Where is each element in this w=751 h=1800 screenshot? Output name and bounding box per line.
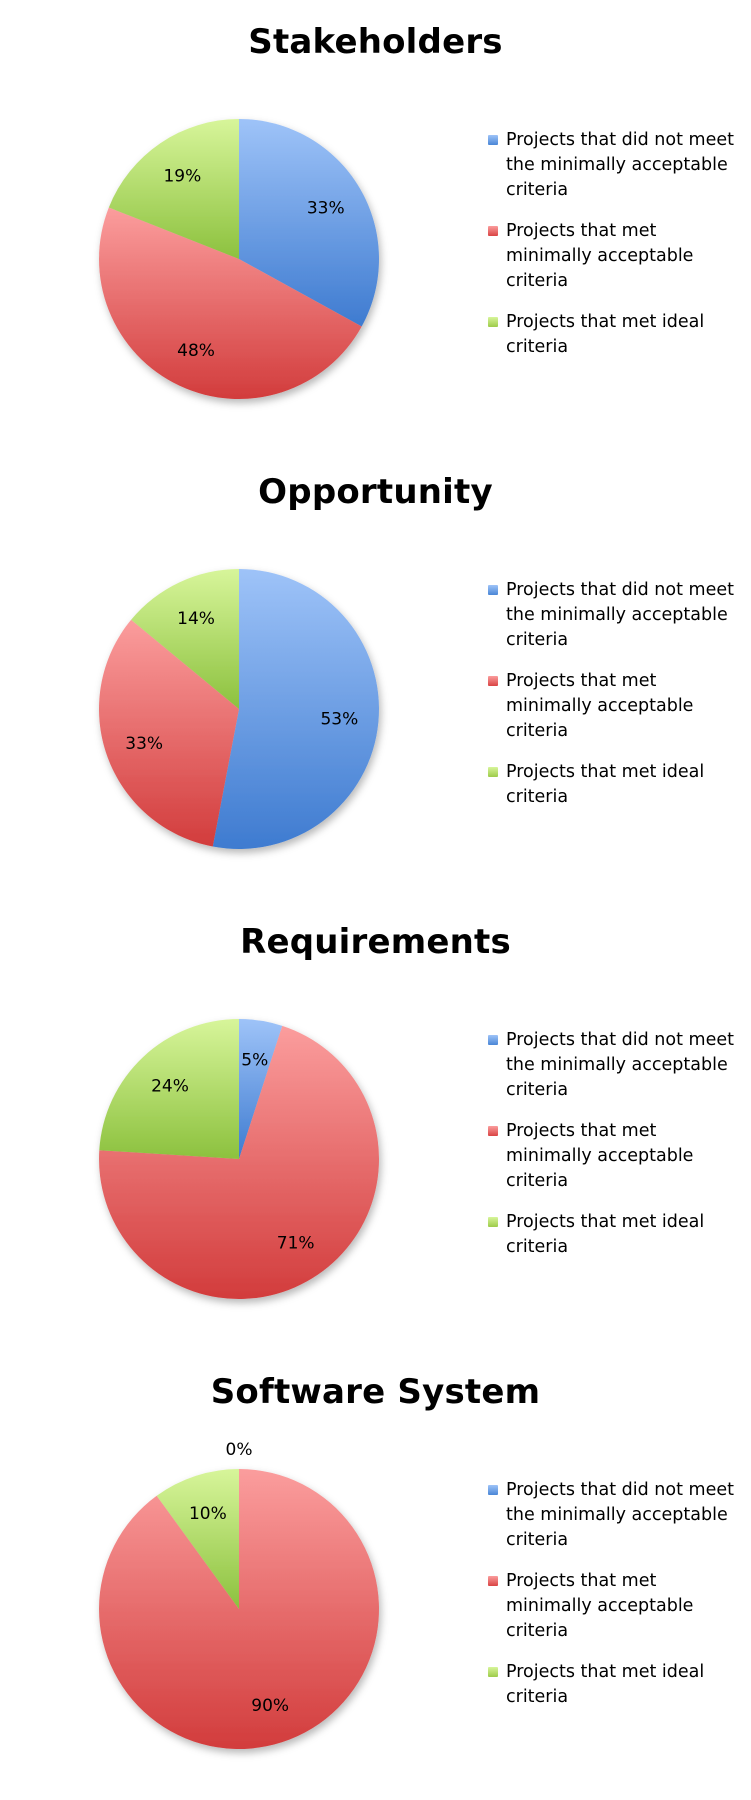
chart-title: Opportunity [258, 472, 493, 512]
pie-slice-projects-that-met-minimally-acceptable-criteria [99, 1025, 380, 1299]
legend-item: Projects that met ideal criteria [488, 1660, 738, 1710]
slice-label: 71% [277, 1233, 315, 1253]
slice-label: 24% [151, 1077, 189, 1097]
chart-requirements: Requirements 5% 71% 24% Projects that did no… [0, 900, 751, 1350]
slice-label: 14% [177, 609, 215, 629]
legend-swatch [488, 1126, 498, 1136]
slice-label: 0% [226, 1440, 253, 1460]
legend-swatch [488, 317, 498, 327]
legend-item: Projects that met ideal criteria [488, 1210, 738, 1260]
legend-swatch [488, 767, 498, 777]
chart-title: Software System [210, 1372, 541, 1412]
legend-label: Projects that did not meet the minimally… [506, 130, 734, 200]
legend-item: Projects that did not meet the minimally… [488, 1478, 738, 1553]
pie-slice-projects-that-met-ideal-criteria [131, 569, 239, 709]
legend-label: Projects that did not meet the minimally… [506, 1030, 734, 1100]
legend-swatch [488, 676, 498, 686]
legend-item: Projects that did not meet the minimally… [488, 1028, 738, 1103]
legend-label: Projects that met minimally acceptable c… [506, 1121, 694, 1191]
pie-slice-projects-that-did-not-meet-the-minimally-acceptable-criteria [239, 119, 379, 327]
legend-swatch [488, 1485, 498, 1495]
chart-stakeholders: Stakeholders 33% 48% 19% Projects that did n… [0, 0, 751, 450]
legend-label: Projects that did not meet the minimally… [506, 1480, 734, 1550]
legend-item: Projects that met minimally acceptable c… [488, 219, 738, 294]
legend-label: Projects that met ideal criteria [506, 762, 705, 807]
pie-chart: 53% 33% 14% [98, 569, 380, 849]
chart-title: Requirements [240, 922, 511, 962]
legend-swatch [488, 1667, 498, 1677]
pie-slice-projects-that-did-not-meet-the-minimally-acceptable-criteria [212, 569, 380, 849]
slice-label: 19% [163, 167, 201, 187]
chart-legend: Projects that did not meet the minimally… [488, 1028, 738, 1276]
chart-title: Stakeholders [248, 22, 503, 62]
legend-label: Projects that met minimally acceptable c… [506, 221, 694, 291]
pie-chart: 0% 90% 10% [99, 1440, 380, 1749]
pie-slice-projects-that-met-ideal-criteria [99, 1019, 239, 1159]
chart-opportunity: Opportunity 53% 33% 14% Projects that did no… [0, 450, 751, 900]
legend-swatch [488, 226, 498, 236]
pie-slice-projects-that-did-not-meet-the-minimally-acceptable-criteria [239, 1019, 283, 1159]
chart-legend: Projects that did not meet the minimally… [488, 128, 738, 376]
slice-label: 48% [177, 341, 215, 361]
pie-slice-projects-that-met-minimally-acceptable-criteria [99, 1469, 380, 1749]
legend-item: Projects that met ideal criteria [488, 310, 738, 360]
legend-label: Projects that met minimally acceptable c… [506, 671, 694, 741]
chart-legend: Projects that did not meet the minimally… [488, 578, 738, 826]
legend-swatch [488, 1035, 498, 1045]
legend-label: Projects that met ideal criteria [506, 1212, 705, 1257]
legend-swatch [488, 135, 498, 145]
pie-chart: 5% 71% 24% [99, 1019, 380, 1299]
legend-item: Projects that met minimally acceptable c… [488, 1119, 738, 1194]
legend-item: Projects that met minimally acceptable c… [488, 669, 738, 744]
slice-label: 5% [241, 1050, 268, 1070]
legend-label: Projects that met ideal criteria [506, 312, 705, 357]
pie-slice-projects-that-met-ideal-criteria [156, 1469, 239, 1609]
legend-swatch [488, 1217, 498, 1227]
slice-label: 33% [307, 199, 345, 219]
slice-label: 10% [189, 1504, 227, 1524]
legend-swatch [488, 1576, 498, 1586]
chart-legend: Projects that did not meet the minimally… [488, 1478, 738, 1726]
pie-chart: 33% 48% 19% [99, 119, 379, 399]
legend-item: Projects that met minimally acceptable c… [488, 1569, 738, 1644]
chart-software-system: Software System 0% 90% 10% Projects that did… [0, 1350, 751, 1800]
legend-item: Projects that did not meet the minimally… [488, 128, 738, 203]
legend-label: Projects that did not meet the minimally… [506, 580, 734, 650]
pie-slice-projects-that-met-minimally-acceptable-criteria [99, 207, 362, 399]
legend-item: Projects that met ideal criteria [488, 760, 738, 810]
slice-label: 53% [320, 709, 358, 729]
legend-item: Projects that did not meet the minimally… [488, 578, 738, 653]
legend-swatch [488, 585, 498, 595]
legend-label: Projects that met ideal criteria [506, 1662, 705, 1707]
pie-slice-projects-that-met-ideal-criteria [108, 119, 239, 259]
pie-slice-projects-that-met-minimally-acceptable-criteria [98, 619, 240, 847]
legend-label: Projects that met minimally acceptable c… [506, 1571, 694, 1641]
slice-label: 33% [125, 734, 163, 754]
slice-label: 90% [251, 1696, 289, 1716]
